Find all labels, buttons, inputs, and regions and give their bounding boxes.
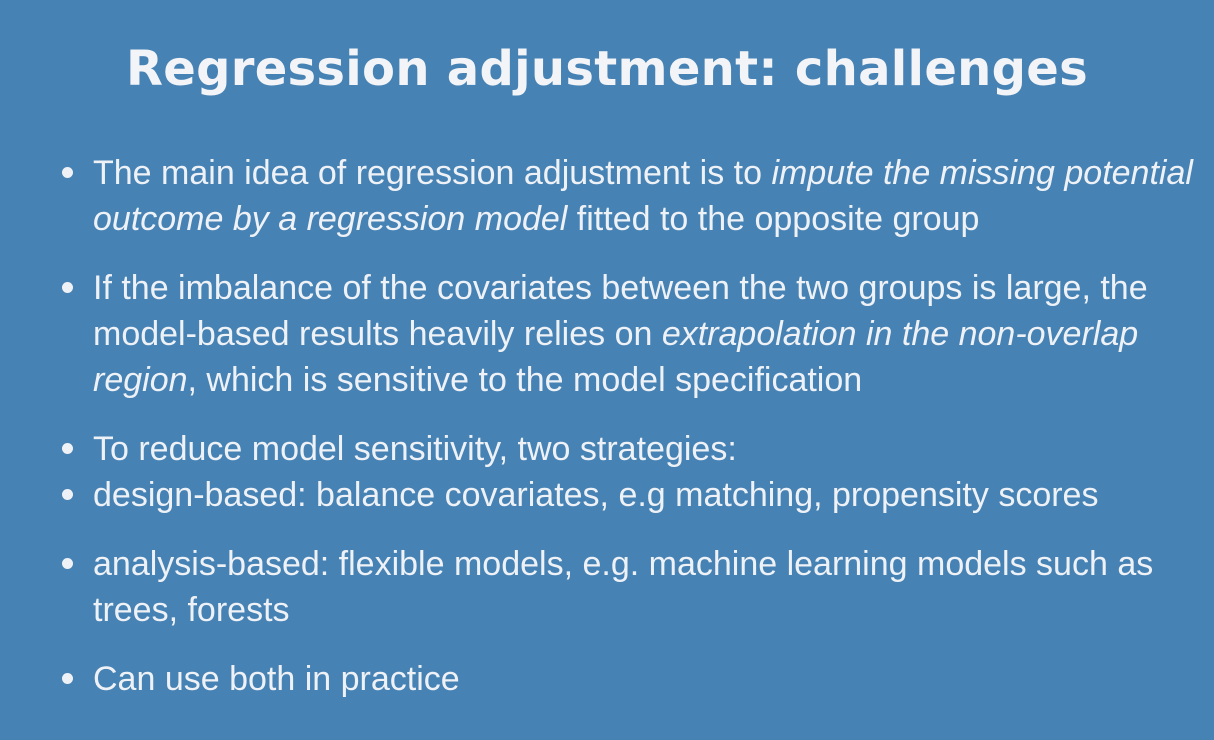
bullet-analysis-based: analysis-based: flexible models, e.g. ma… — [60, 541, 1200, 633]
slide-title: Regression adjustment: challenges — [125, 41, 1089, 97]
bullet-design-based: design-based: balance covariates, e.g ma… — [60, 472, 1200, 518]
bullet-imbalance: If the imbalance of the covariates betwe… — [60, 265, 1200, 403]
bullet-emphasis: impute the missing potential outcome by … — [93, 154, 1193, 238]
bullet-practice: Can use both in practice — [60, 656, 1200, 702]
bullet-text: fitted to the opposite group — [567, 200, 980, 238]
bullet-text: Can use both in practice — [93, 660, 460, 698]
bullet-emphasis: extrapolation in the non-overlap region — [93, 315, 1139, 399]
bullet-text: , which is sensitive to the model specif… — [187, 361, 863, 399]
bullet-text: If the imbalance of the covariates betwe… — [93, 269, 1148, 353]
bullet-text: The main idea of regression adjustment i… — [93, 154, 772, 192]
bullet-text: To reduce model sensitivity, two strateg… — [93, 430, 737, 468]
bullet-list: The main idea of regression adjustment i… — [60, 150, 1200, 702]
bullet-main-idea: The main idea of regression adjustment i… — [60, 150, 1200, 242]
bullet-text: design-based: balance covariates, e.g ma… — [93, 476, 1099, 514]
bullet-strategies: To reduce model sensitivity, two strateg… — [60, 426, 1200, 472]
bullet-text: analysis-based: flexible models, e.g. ma… — [93, 545, 1154, 629]
